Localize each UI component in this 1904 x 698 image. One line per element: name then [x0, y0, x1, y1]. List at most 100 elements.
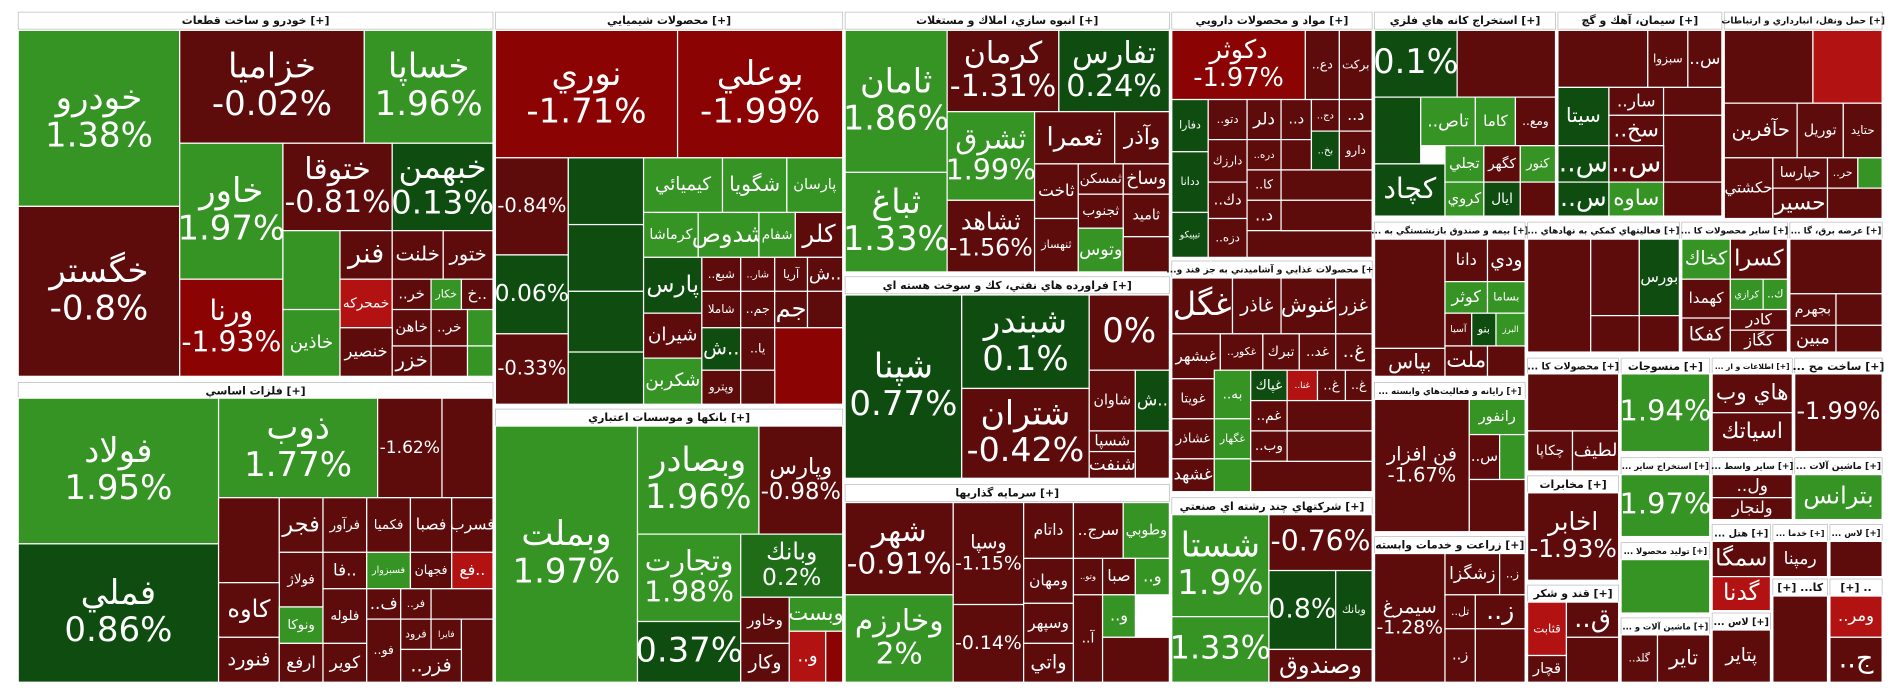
stock-tile — [567, 290, 645, 353]
stock-symbol: ..و — [1110, 606, 1128, 626]
stock-tile — [366, 497, 412, 553]
stock-symbol: ..دتو — [1217, 112, 1239, 127]
sector-header: استخراج كانه هاي فلزي [+] — [1390, 14, 1541, 28]
stock-tile — [1444, 312, 1473, 347]
sector-header: سيمان، آهك و گچ [+] — [1581, 13, 1698, 27]
sector-header: حمل ونقل، انبارداري و ارتباطات [+] — [1721, 17, 1885, 27]
sector-header: سرمايه گذاريها [+] — [955, 486, 1059, 499]
stock-symbol: پارسان — [793, 176, 836, 193]
change-label: 2% — [876, 635, 923, 670]
sector-header: ... ساير واسط [+] — [1711, 462, 1793, 472]
stock-tile — [1171, 418, 1215, 460]
stock-tile — [1826, 187, 1883, 220]
change-label: 0.86% — [64, 610, 172, 650]
stock-symbol: ثمسكن — [1080, 171, 1122, 187]
stock-symbol: فا.. — [333, 560, 357, 580]
sector-header: بانكها و موسسات اعتباري [+] — [588, 411, 750, 424]
stock-tile — [1033, 111, 1116, 165]
change-label: 1.96% — [645, 477, 751, 516]
stock-tile — [1789, 324, 1837, 353]
stock-tile — [217, 636, 280, 683]
stock-tile — [179, 29, 365, 144]
stock-symbol: دفارا — [1179, 119, 1201, 132]
stock-symbol: حتايد — [1851, 123, 1875, 137]
stock-tile — [636, 620, 742, 683]
stock-symbol: خاهن — [395, 319, 427, 336]
stock-symbol: خلنت — [396, 242, 440, 265]
stock-tile — [1171, 458, 1215, 493]
sector-header: ... ساخت مح [+] — [1793, 360, 1885, 373]
sector-header: ... لاس [+] — [1831, 529, 1880, 539]
stock-symbol: فولاد — [84, 431, 152, 471]
stock-symbol: ..بخ — [1318, 146, 1334, 157]
stock-symbol: شتران — [980, 394, 1070, 433]
sector-header: ... ماشين آلات [+] — [1796, 460, 1881, 472]
stock-symbol: فرود — [405, 627, 426, 640]
stock-symbol: بنو — [1477, 323, 1490, 336]
sector-frame — [844, 276, 1170, 295]
stock-tile — [1468, 478, 1526, 533]
sector-header: [+] .. — [1840, 581, 1871, 594]
stock-symbol: آسيا — [1450, 323, 1467, 335]
stock-symbol: كگهر — [1487, 155, 1516, 172]
stock-tile — [179, 278, 284, 377]
stock-symbol: فن افزار — [1386, 442, 1457, 465]
stock-symbol: وخارزم — [855, 603, 944, 638]
stock-tile — [642, 157, 724, 214]
stock-symbol: خزر — [395, 349, 428, 372]
stock-tile — [844, 29, 948, 173]
sector-header: ... بيمه و صندوق بازنشستگي به [+] — [1371, 225, 1528, 237]
stock-symbol: ش.. — [1137, 390, 1168, 410]
stock-tile — [1250, 399, 1288, 432]
stock-tile — [774, 290, 809, 329]
stock-tile — [451, 551, 494, 590]
sector-header: فراورده هاي نفتي، كك و سوخت هسته اي [+] — [883, 279, 1132, 292]
stock-symbol: فرآور — [329, 516, 360, 533]
stock-symbol: ..جم — [746, 301, 770, 317]
stock-symbol: جم — [776, 295, 807, 323]
stock-symbol: ..ز — [1452, 647, 1468, 664]
stock-tile — [1444, 181, 1485, 217]
stock-tile — [1023, 642, 1075, 683]
change-label: 0% — [1102, 311, 1156, 351]
stock-tile — [1835, 293, 1883, 326]
stock-symbol: شنفت — [1089, 454, 1136, 475]
stock-tile — [430, 345, 469, 377]
stock-symbol: وبانك — [766, 537, 817, 565]
stock-symbol: فكميا — [374, 518, 404, 533]
stock-symbol: سيتا — [1566, 104, 1601, 127]
change-label: 0.1% — [982, 339, 1068, 379]
stock-symbol: شگويا — [729, 172, 780, 196]
stock-symbol: ..دزه — [1215, 230, 1239, 245]
stock-symbol: ..غ — [1323, 378, 1339, 393]
stock-symbol: غشهد — [1174, 465, 1213, 485]
stock-tile — [1835, 324, 1883, 353]
stock-tile — [1565, 636, 1620, 683]
stock-tile — [409, 497, 453, 553]
stock-tile — [567, 223, 645, 292]
stock-tile — [1338, 130, 1373, 171]
stock-tile — [1444, 145, 1485, 183]
stock-tile — [1789, 238, 1883, 295]
change-label: 1.98% — [644, 575, 734, 608]
change-label: 1.96% — [375, 84, 483, 124]
stock-tile — [1280, 138, 1313, 171]
stock-symbol: ..س — [1689, 48, 1720, 68]
stock-symbol: وآذر — [1123, 123, 1160, 150]
stock-symbol: ..به — [1223, 387, 1243, 403]
stock-tile — [1857, 157, 1883, 189]
stock-tile — [1474, 628, 1526, 683]
stock-tile — [409, 551, 453, 590]
stock-symbol: ..كا — [1255, 177, 1273, 192]
stock-tile — [1280, 98, 1313, 141]
stock-tile — [1842, 102, 1883, 159]
change-label: 0.2% — [762, 563, 821, 591]
stock-tile — [1171, 378, 1215, 420]
stock-symbol: ثباغ — [871, 182, 921, 221]
stock-tile — [1171, 277, 1234, 335]
stock-symbol: ..سرج — [1078, 521, 1119, 540]
stock-tile — [366, 551, 412, 590]
stock-symbol: ثشرق — [955, 122, 1026, 155]
stock-symbol: ومهان — [1029, 571, 1068, 590]
